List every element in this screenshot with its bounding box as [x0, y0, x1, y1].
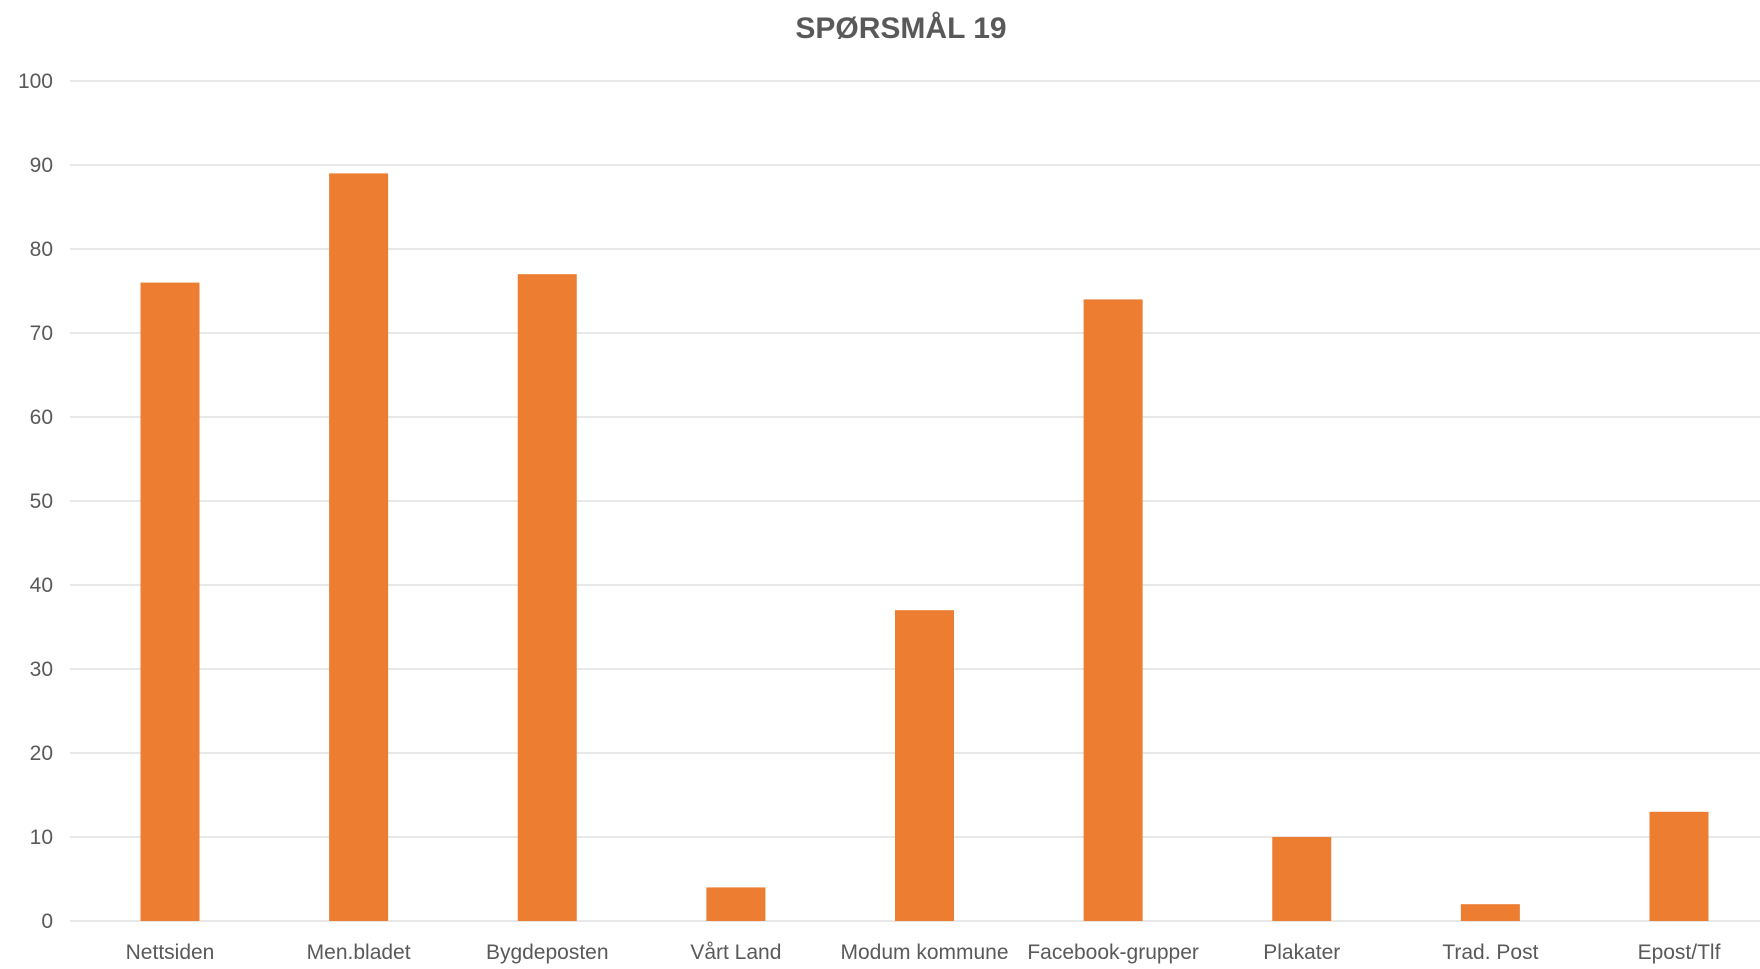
x-tick-label: Plakater [1263, 941, 1340, 964]
y-axis-tick-labels: 0 10 20 30 40 50 60 70 80 90 100 [18, 70, 53, 933]
y-tick-label: 100 [18, 70, 53, 93]
x-tick-label: Trad. Post [1442, 941, 1538, 964]
x-tick-label: Facebook-grupper [1027, 941, 1199, 964]
y-tick-label: 0 [41, 910, 53, 933]
bar-men-bladet [329, 173, 389, 921]
x-tick-label: Modum kommune [840, 941, 1008, 964]
bar-nettsiden [140, 282, 200, 922]
bar-facebook-grupper [1083, 299, 1143, 921]
y-tick-label: 20 [30, 742, 53, 765]
bar-modum-kommune [895, 610, 954, 921]
bar-plakater [1272, 837, 1332, 921]
y-tick-label: 10 [30, 826, 53, 849]
bar-epost-tlf [1649, 811, 1709, 921]
x-tick-label: Vårt Land [690, 941, 781, 964]
x-tick-label: Bygdeposten [486, 941, 609, 964]
y-tick-label: 90 [30, 154, 53, 177]
y-tick-label: 70 [30, 322, 53, 345]
x-axis-tick-labels: Nettsiden Men.bladet Bygdeposten Vårt Land M… [126, 941, 1721, 964]
x-tick-label: Epost/Tlf [1638, 941, 1721, 964]
bar-trad-post [1460, 904, 1520, 921]
x-tick-label: Nettsiden [126, 941, 215, 964]
y-tick-label: 50 [30, 490, 53, 513]
y-tick-label: 30 [30, 658, 53, 681]
chart-title: SPØRSMÅL 19 [795, 12, 1006, 45]
y-tick-label: 40 [30, 574, 53, 597]
bar-vårt-land [706, 887, 766, 921]
x-tick-label: Men.bladet [307, 941, 411, 964]
bar-bygdeposten [517, 274, 577, 921]
y-tick-label: 60 [30, 406, 53, 429]
bars [140, 173, 1709, 922]
y-tick-label: 80 [30, 238, 53, 261]
